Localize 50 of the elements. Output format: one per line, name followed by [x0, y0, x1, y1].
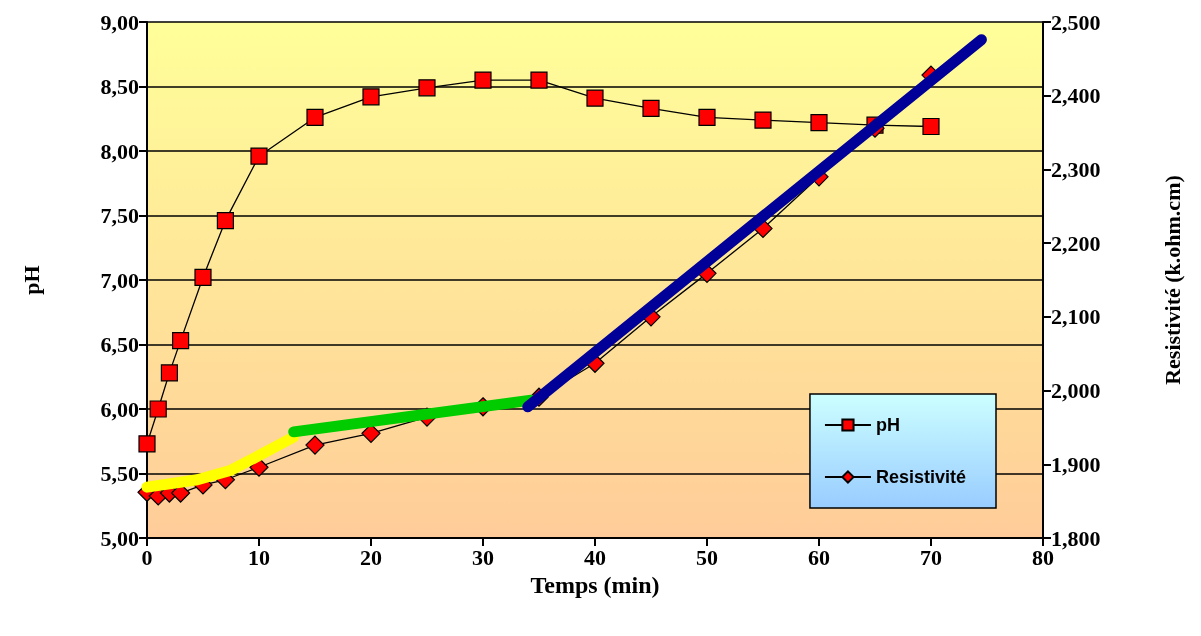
- x-tick-label: 60: [808, 544, 830, 570]
- y-tick-label: 7,00: [100, 267, 139, 293]
- y-tick-label: 6,00: [100, 396, 139, 422]
- x-tick-label: 80: [1032, 544, 1054, 570]
- x-tick-label: 50: [696, 544, 718, 570]
- x-tick-label: 70: [920, 544, 942, 570]
- y-tick-label: 9,00: [100, 9, 139, 35]
- point: [586, 89, 604, 107]
- y2-tick-label: 2,000: [1051, 378, 1101, 404]
- point: [530, 71, 548, 89]
- legend-label: Resistivité: [875, 467, 966, 487]
- point: [810, 114, 828, 132]
- y2-tick-label: 2,400: [1051, 83, 1101, 109]
- point: [362, 88, 380, 106]
- y-tick-label: 6,50: [100, 332, 139, 357]
- y-tick-label: 5,50: [100, 461, 139, 486]
- point: [160, 364, 178, 382]
- x-tick-label: 20: [360, 544, 382, 570]
- x-tick-label: 30: [472, 544, 494, 570]
- point: [922, 117, 940, 136]
- point: [216, 212, 234, 230]
- y2-tick-label: 1,900: [1051, 451, 1101, 477]
- y-tick-label: 8,50: [100, 74, 139, 99]
- point: [138, 435, 156, 453]
- y-tick-label: 5,00: [100, 525, 139, 551]
- point: [250, 147, 268, 165]
- y2-axis-title: Resistivité (k.ohm.cm): [1159, 175, 1185, 385]
- point: [149, 400, 167, 418]
- point: [698, 108, 716, 127]
- x-tick-label: 0: [141, 544, 153, 570]
- point: [474, 71, 492, 89]
- x-tick-label: 40: [584, 544, 606, 570]
- y2-tick-label: 2,100: [1051, 304, 1101, 330]
- x-axis-title: Temps (min): [530, 571, 660, 598]
- point: [418, 79, 436, 97]
- y-axis-title: pH: [18, 265, 44, 295]
- point: [306, 108, 324, 127]
- point: [194, 268, 212, 287]
- y2-tick-label: 2,500: [1051, 9, 1101, 35]
- legend-label: pH: [875, 415, 900, 435]
- point: [754, 111, 772, 129]
- x-tick-label: 10: [248, 544, 270, 570]
- y2-tick-label: 2,300: [1051, 156, 1101, 182]
- y2-tick-label: 1,800: [1051, 525, 1101, 551]
- point: [172, 332, 190, 350]
- y-tick-label: 8,00: [100, 138, 139, 164]
- point: [305, 435, 325, 455]
- y2-tick-label: 2,200: [1051, 230, 1101, 256]
- y-tick-label: 7,50: [100, 203, 139, 228]
- point: [642, 99, 660, 118]
